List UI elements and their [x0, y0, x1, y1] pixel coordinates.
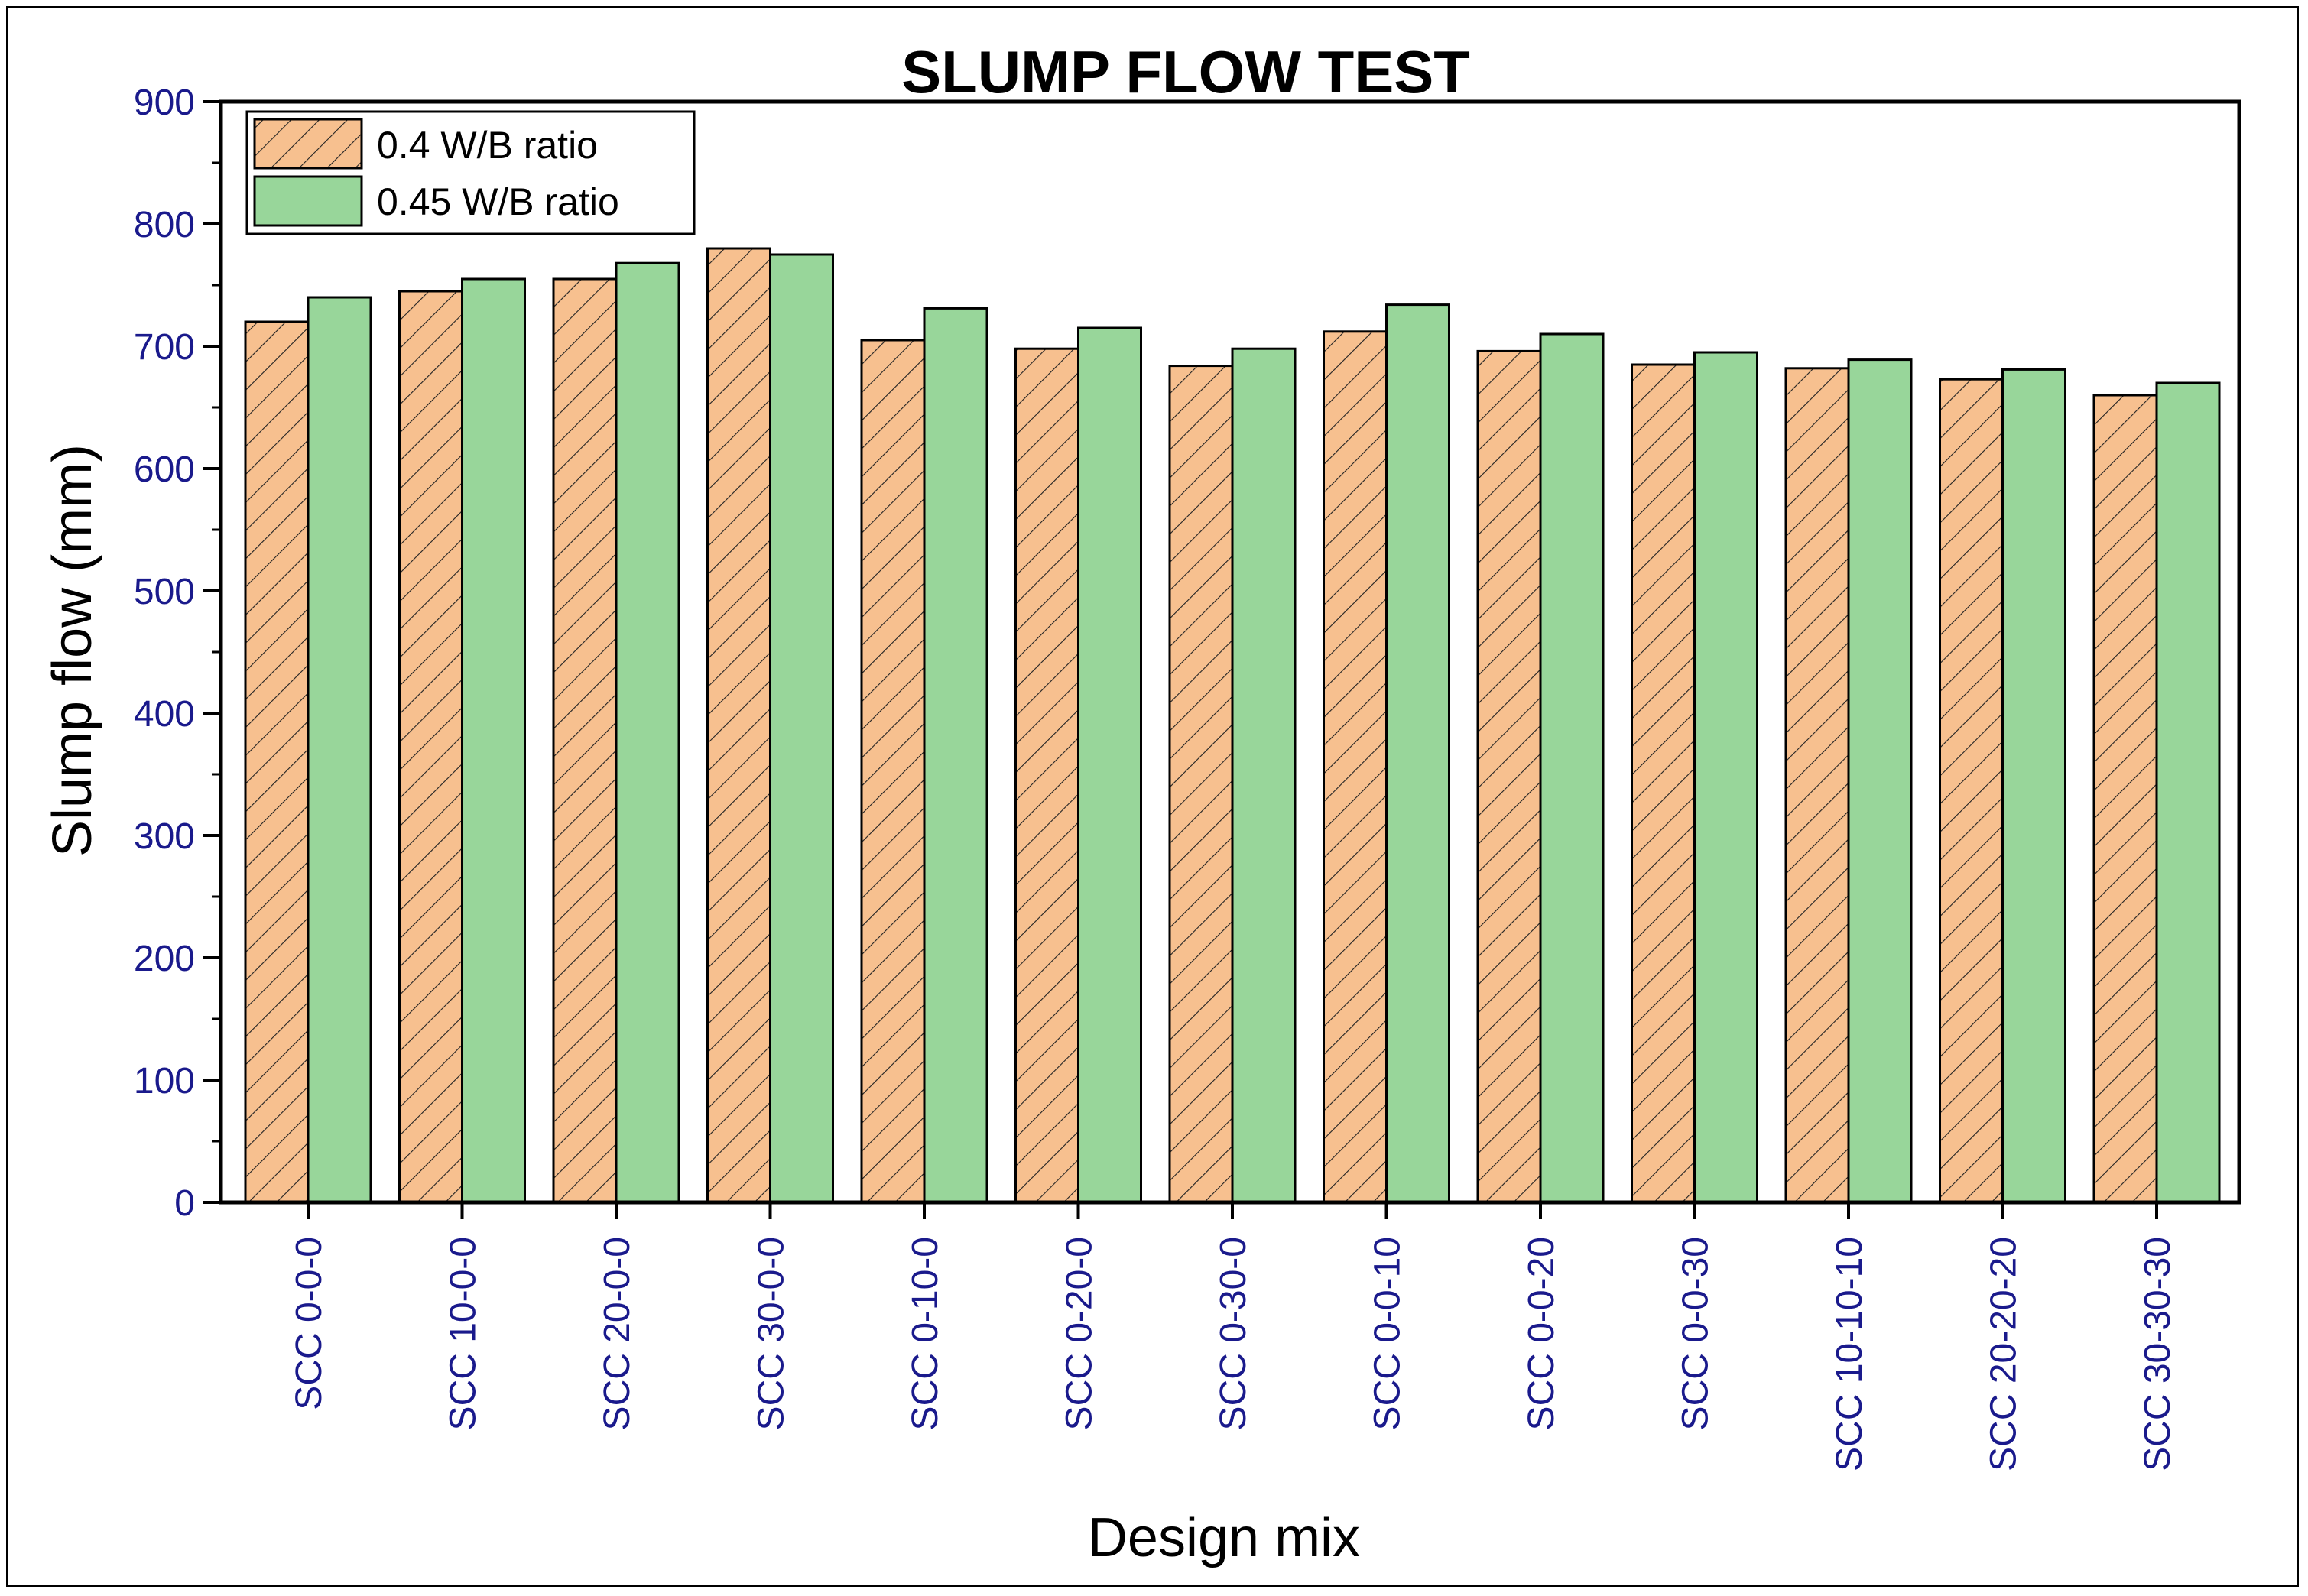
x-tick-label: SCC 30-30-30	[2138, 1237, 2178, 1471]
legend-swatch-1	[253, 175, 363, 227]
y-tick-label: 200	[134, 939, 195, 979]
bar-wb045-8	[1539, 332, 1605, 1204]
y-tick-label: 700	[134, 327, 195, 368]
legend-swatch-0	[253, 118, 363, 170]
bar-wb045-9	[1693, 351, 1758, 1204]
x-tick-label: SCC 0-10-0	[905, 1237, 946, 1430]
plot-area-border	[219, 99, 2241, 1205]
y-tick-label: 400	[134, 694, 195, 735]
bar-wb040-11	[1939, 378, 2004, 1204]
y-tick-label: 500	[134, 572, 195, 612]
bar-wb045-12	[2155, 381, 2221, 1204]
bar-wb040-0	[244, 320, 310, 1204]
bar-wb045-1	[461, 277, 526, 1204]
bar-wb040-10	[1784, 367, 1850, 1204]
x-tick-label: SCC 20-0-0	[597, 1237, 638, 1430]
bar-wb040-7	[1323, 330, 1388, 1204]
y-tick-label: 300	[134, 816, 195, 857]
bar-wb045-0	[307, 296, 372, 1204]
bars-group	[244, 247, 2221, 1204]
chart-frame: SLUMP FLOW TEST Slump flow (mm) Design m…	[6, 6, 2299, 1587]
bar-wb045-10	[1847, 358, 1913, 1204]
bar-wb040-9	[1631, 363, 1696, 1204]
legend-label-1: 0.45 W/B ratio	[377, 180, 619, 223]
bar-wb040-3	[706, 247, 771, 1204]
x-axis: SCC 0-0-0 SCC 10-0-0 SCC 20-0-0 SCC 30-0-0 S…	[289, 1202, 2178, 1471]
y-tick-label: 800	[134, 205, 195, 245]
bar-wb045-5	[1077, 326, 1142, 1204]
legend: 0.4 W/B ratio 0.45 W/B ratio	[245, 110, 696, 235]
bar-wb040-5	[1014, 347, 1079, 1204]
y-axis-title: Slump flow (mm)	[42, 444, 103, 857]
x-tick-label: SCC 0-0-30	[1676, 1237, 1716, 1430]
bar-wb045-11	[2001, 368, 2066, 1204]
x-axis-title: Design mix	[1088, 1507, 1360, 1568]
x-tick-label: SCC 10-10-10	[1829, 1237, 1870, 1471]
bar-wb045-2	[615, 261, 680, 1204]
y-tick-label: 0	[174, 1183, 195, 1224]
x-tick-label: SCC 0-30-0	[1213, 1237, 1254, 1430]
bar-wb040-1	[398, 290, 463, 1204]
x-tick-label: SCC 0-0-10	[1368, 1237, 1408, 1430]
bar-wb045-4	[923, 307, 988, 1204]
x-tick-label: SCC 0-0-20	[1521, 1237, 1562, 1430]
x-tick-label: SCC 30-0-0	[751, 1237, 792, 1430]
chart-title: SLUMP FLOW TEST	[901, 38, 1470, 105]
x-tick-label: SCC 20-20-20	[1984, 1237, 2024, 1471]
legend-label-0: 0.4 W/B ratio	[377, 124, 598, 167]
bar-wb040-2	[552, 277, 618, 1204]
bar-wb040-12	[2092, 394, 2158, 1204]
bar-wb040-8	[1476, 349, 1542, 1204]
bar-wb045-3	[769, 253, 834, 1204]
x-tick-label: SCC 10-0-0	[443, 1237, 484, 1430]
x-tick-label: SCC 0-0-0	[289, 1237, 329, 1410]
y-tick-label: 600	[134, 449, 195, 490]
bar-wb045-6	[1231, 347, 1297, 1204]
y-tick-label: 900	[134, 83, 195, 123]
x-tick-label: SCC 0-20-0	[1060, 1237, 1100, 1430]
y-tick-label: 100	[134, 1061, 195, 1101]
bar-wb040-6	[1168, 365, 1234, 1204]
bar-wb040-4	[860, 339, 926, 1204]
y-axis: 0 100 200 300 400 500 600 700 800 900	[134, 83, 221, 1224]
slump-flow-chart: SLUMP FLOW TEST Slump flow (mm) Design m…	[42, 38, 2241, 1568]
bar-wb045-7	[1385, 303, 1450, 1204]
